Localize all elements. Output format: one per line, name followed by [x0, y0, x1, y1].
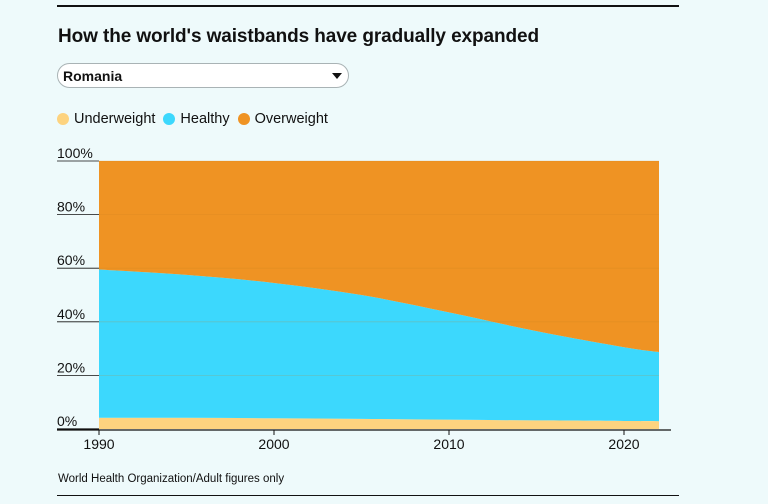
legend-item-underweight: Underweight	[57, 111, 155, 127]
legend: Underweight Healthy Overweight	[57, 111, 336, 127]
y-tick-label-80: 80%	[57, 199, 85, 215]
area-healthy	[99, 269, 659, 422]
x-tick-label-2020: 2020	[608, 436, 639, 452]
legend-item-overweight: Overweight	[237, 111, 328, 127]
legend-label-underweight: Underweight	[74, 111, 156, 127]
y-tick-label-40: 40%	[57, 306, 85, 322]
source-note: World Health Organization/Adult figures …	[58, 473, 285, 485]
legend-item-healthy: Healthy	[163, 111, 230, 127]
area-underweight	[99, 417, 659, 429]
x-tick-label-1990: 1990	[83, 436, 114, 452]
legend-swatch-overweight	[237, 113, 250, 125]
legend-label-overweight: Overweight	[254, 111, 328, 127]
bottom-rule	[57, 495, 679, 496]
chart-title: How the world's waistbands have graduall…	[58, 26, 539, 47]
country-dropdown-value: Romania	[63, 68, 123, 84]
top-rule	[57, 5, 679, 7]
y-tick-label-0: 0%	[57, 413, 77, 429]
legend-swatch-underweight	[57, 113, 69, 125]
x-tick-label-2000: 2000	[258, 436, 289, 452]
x-tick-label-2010: 2010	[433, 436, 464, 452]
legend-swatch-healthy	[163, 113, 176, 125]
y-tick-label-20: 20%	[57, 359, 85, 375]
y-tick-label-60: 60%	[57, 252, 85, 268]
chevron-down-icon	[332, 73, 342, 79]
y-tick-label-100: 100%	[57, 145, 93, 161]
area-overweight	[99, 161, 659, 353]
country-dropdown[interactable]: Romania	[57, 63, 349, 88]
legend-label-healthy: Healthy	[180, 111, 230, 127]
